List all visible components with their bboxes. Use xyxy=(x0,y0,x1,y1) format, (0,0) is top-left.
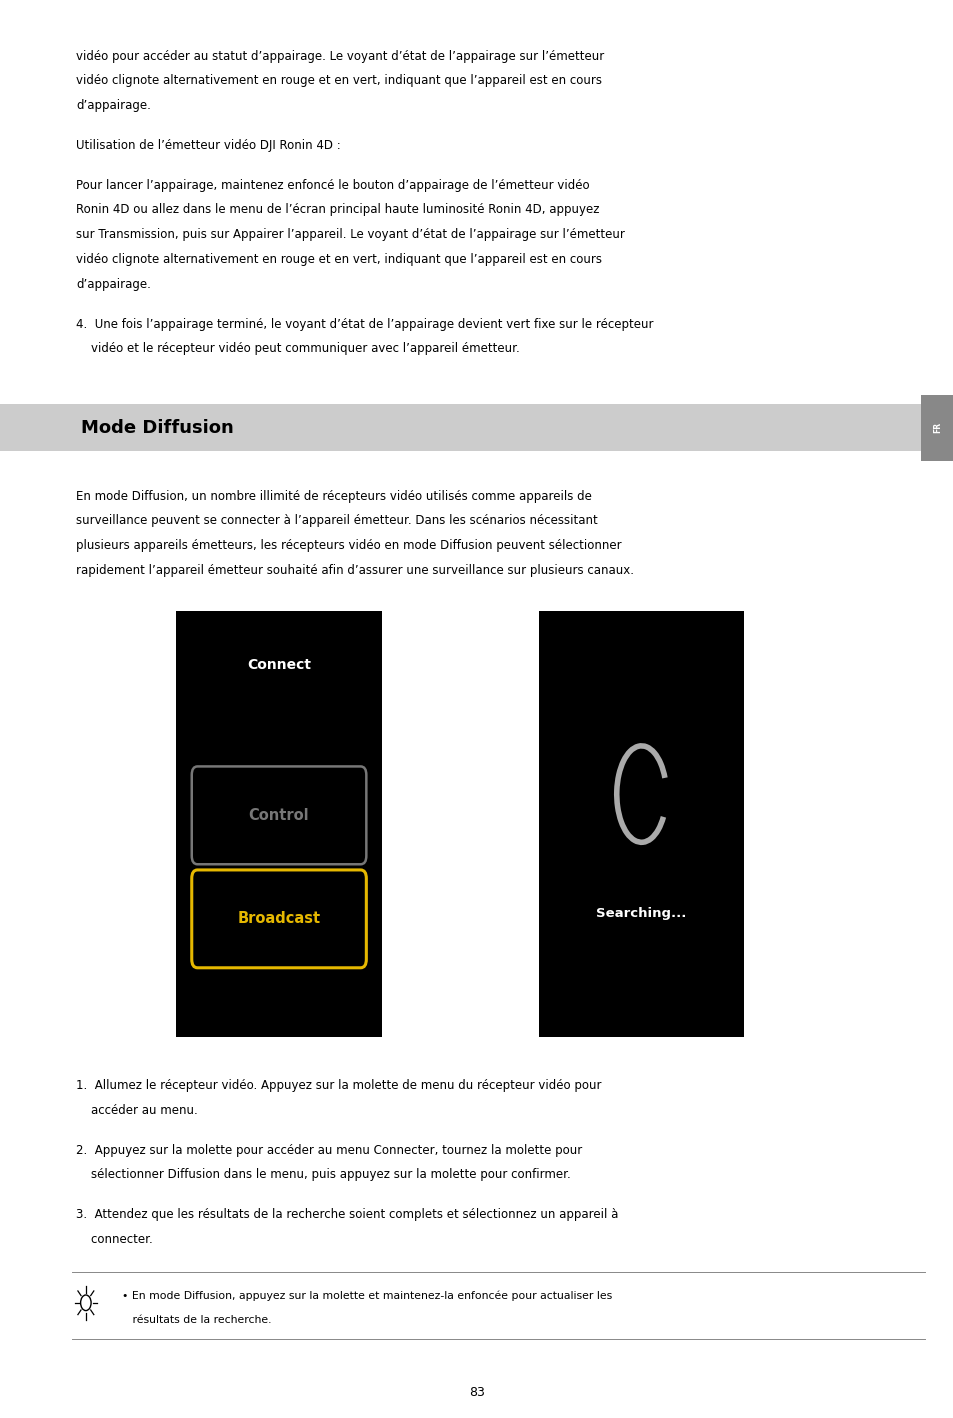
Text: d’appairage.: d’appairage. xyxy=(76,278,151,291)
Text: 3.  Attendez que les résultats de la recherche soient complets et sélectionnez u: 3. Attendez que les résultats de la rech… xyxy=(76,1208,618,1221)
Bar xyxy=(920,394,953,461)
Text: En mode Diffusion, un nombre illimité de récepteurs vidéo utilisés comme apparei: En mode Diffusion, un nombre illimité de… xyxy=(76,489,592,502)
Text: Connect: Connect xyxy=(247,658,311,672)
Text: accéder au menu.: accéder au menu. xyxy=(76,1103,198,1117)
Text: d’appairage.: d’appairage. xyxy=(76,99,151,112)
Text: 83: 83 xyxy=(469,1385,484,1400)
FancyBboxPatch shape xyxy=(192,766,366,864)
Text: connecter.: connecter. xyxy=(76,1232,152,1246)
Text: sélectionner Diffusion dans le menu, puis appuyez sur la molette pour confirmer.: sélectionner Diffusion dans le menu, pui… xyxy=(76,1168,571,1181)
Text: vidéo clignote alternativement en rouge et en vert, indiquant que l’appareil est: vidéo clignote alternativement en rouge … xyxy=(76,252,601,267)
Bar xyxy=(176,611,381,1037)
Text: Utilisation de l’émetteur vidéo DJI Ronin 4D :: Utilisation de l’émetteur vidéo DJI Roni… xyxy=(76,139,341,152)
Text: vidéo et le récepteur vidéo peut communiquer avec l’appareil émetteur.: vidéo et le récepteur vidéo peut communi… xyxy=(76,342,519,356)
Text: surveillance peuvent se connecter à l’appareil émetteur. Dans les scénarios néce: surveillance peuvent se connecter à l’ap… xyxy=(76,515,598,527)
Text: Ronin 4D ou allez dans le menu de l’écran principal haute luminosité Ronin 4D, a: Ronin 4D ou allez dans le menu de l’écra… xyxy=(76,203,599,217)
FancyBboxPatch shape xyxy=(192,869,366,967)
Text: résultats de la recherche.: résultats de la recherche. xyxy=(122,1314,272,1324)
Text: FR: FR xyxy=(932,423,941,434)
Text: • En mode Diffusion, appuyez sur la molette et maintenez-la enfoncée pour actual: • En mode Diffusion, appuyez sur la mole… xyxy=(122,1290,612,1300)
Text: rapidement l’appareil émetteur souhaité afin d’assurer une surveillance sur plus: rapidement l’appareil émetteur souhaité … xyxy=(76,564,634,577)
Text: vidéo clignote alternativement en rouge et en vert, indiquant que l’appareil est: vidéo clignote alternativement en rouge … xyxy=(76,74,601,88)
Text: plusieurs appareils émetteurs, les récepteurs vidéo en mode Diffusion peuvent sé: plusieurs appareils émetteurs, les récep… xyxy=(76,539,621,552)
Bar xyxy=(538,611,743,1037)
Text: Mode Diffusion: Mode Diffusion xyxy=(81,418,233,437)
Text: Control: Control xyxy=(249,808,309,822)
Text: vidéo pour accéder au statut d’appairage. Le voyant d’état de l’appairage sur l’: vidéo pour accéder au statut d’appairage… xyxy=(76,50,604,62)
Text: Pour lancer l’appairage, maintenez enfoncé le bouton d’appairage de l’émetteur v: Pour lancer l’appairage, maintenez enfon… xyxy=(76,179,589,191)
Text: 2.  Appuyez sur la molette pour accéder au menu Connecter, tournez la molette po: 2. Appuyez sur la molette pour accéder a… xyxy=(76,1143,582,1157)
Bar xyxy=(0,404,953,451)
Text: Searching...: Searching... xyxy=(596,906,686,920)
Text: 4.  Une fois l’appairage terminé, le voyant d’état de l’appairage devient vert f: 4. Une fois l’appairage terminé, le voya… xyxy=(76,318,653,330)
Text: 1.  Allumez le récepteur vidéo. Appuyez sur la molette de menu du récepteur vidé: 1. Allumez le récepteur vidéo. Appuyez s… xyxy=(76,1079,601,1092)
Text: Broadcast: Broadcast xyxy=(237,912,320,926)
Text: sur Transmission, puis sur Appairer l’appareil. Le voyant d’état de l’appairage : sur Transmission, puis sur Appairer l’ap… xyxy=(76,228,624,241)
